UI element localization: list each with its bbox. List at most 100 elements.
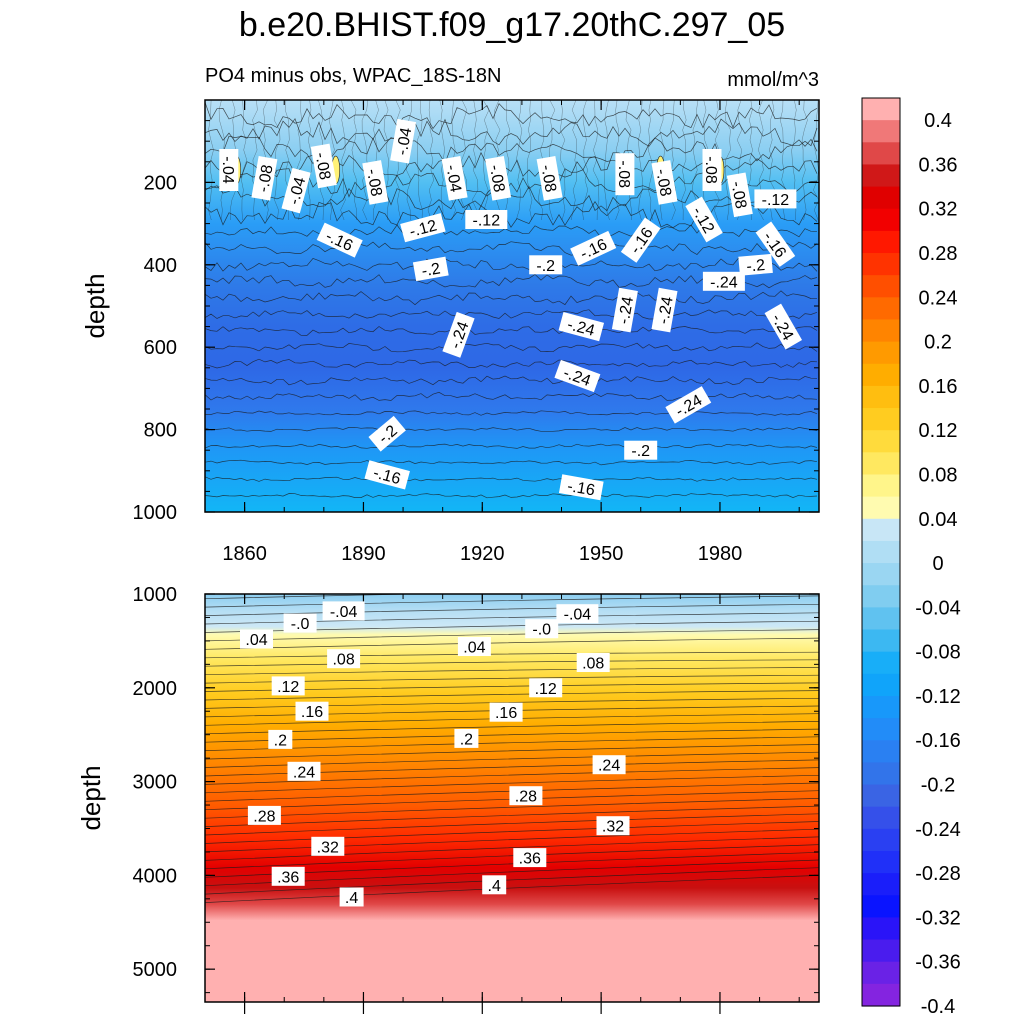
colorbar-box [862,917,900,941]
colorbar-label: -0.12 [915,686,961,708]
colorbar-box [862,784,900,808]
contour-label-box [651,160,678,205]
upper-contour-line [461,100,468,221]
contour-label-text: -.08 [728,180,750,210]
colorbar-label: 0.36 [919,154,958,176]
contour-label-box [554,359,601,393]
colorbar-box [862,695,900,719]
contour-label-text: -.12 [408,217,439,241]
contour-label-text: .4 [488,878,501,895]
upper-contour-line [505,100,511,221]
contour-label-text: -.04 [330,604,358,621]
contour-label-text: .36 [277,869,299,886]
colorbar-box [862,718,900,741]
upper-contour-line [340,100,346,221]
contour-label-box [390,118,417,164]
contour-label-text: -.2 [420,260,441,280]
colorbar-label: 0.4 [924,110,952,132]
upper-contour-line [570,100,578,221]
y-tick-label: 3000 [133,772,178,794]
upper-contour-line [417,100,423,221]
contour-label-box [615,153,635,196]
contour-label-box [271,866,305,886]
contour-label-box [240,629,273,649]
upper-ylabel: depth [80,273,110,338]
contour-label-box [726,172,753,218]
contour-label: -.0 [525,619,559,639]
chart-subtitle: PO4 minus obs, WPAC_18S-18N [205,65,501,87]
y-tick-label: 4000 [133,865,178,887]
upper-contour-line [383,100,390,221]
contour-label-text: .16 [301,704,323,721]
contour-label-text: .04 [245,632,267,649]
contour-label-text: .36 [519,851,541,868]
contour-label-text: -.0 [532,622,551,639]
lower-contour-line [205,667,819,676]
contour-label-box [316,222,363,258]
colorbar-box [862,452,900,476]
contour-label-box [558,311,605,342]
contour-label-text: .28 [515,789,537,806]
contour-label-box [576,653,610,672]
colorbar-box [862,230,900,254]
contour-label-box [283,613,317,633]
colorbar-box [862,895,900,919]
contour-label: -.24 [651,287,678,333]
colorbar-label: 0.08 [919,465,958,487]
contour-label-box [525,619,559,639]
contour-label: -.04 [441,155,468,201]
contour-label-box [611,287,638,333]
contour-label: .04 [457,637,491,657]
contour-label-text: -.04 [564,607,592,624]
contour-label: -.08 [615,153,635,196]
lower-ylabel: depth [76,765,106,830]
x-tick-label: 1950 [579,543,624,565]
colorbar-box [862,607,900,631]
contour-label-box [465,210,508,229]
contour-label-box [268,729,293,749]
contour-label-box [489,702,523,722]
contour-label: .12 [271,676,305,696]
contour-label-box [442,311,475,358]
upper-contour-line [205,410,818,416]
contour-label-box [755,221,796,267]
colorbar-box [862,297,900,321]
colorbar-label: -0.36 [915,952,961,974]
contour-label: -.16 [755,221,796,267]
colorbar-label: 0.28 [919,243,958,265]
contour-label-text: .12 [535,681,557,698]
lower-contour-line [205,836,819,861]
lower-panel: depth 1000 2000 3000 4000 5000 -.04 -.04 -.0 -.… [76,584,820,1014]
colorbar-box [862,540,900,564]
contour-label-box [485,155,512,201]
upper-contour-line [471,100,479,221]
contour-label: -.24 [702,271,745,291]
contour-label: -.08 [702,149,722,191]
contour-label-box [295,701,329,721]
contour-label-box [513,848,547,868]
contour-label: .28 [247,805,281,825]
x-tick-label: 1920 [460,543,505,565]
contour-label-text: -.16 [371,465,402,489]
contour-label-text: -.04 [219,156,236,184]
contour-label-text: -.0 [291,616,310,633]
lower-contour-line [205,774,819,794]
contour-label-box [412,256,449,282]
contour-label-text: -.08 [255,163,277,193]
upper-contour-line [725,100,731,221]
lower-contour-line [205,844,819,870]
contour-label-text: .16 [495,705,517,722]
upper-contour-line [801,100,808,221]
contour-label: .32 [311,836,345,856]
contour-label: -.08 [310,143,337,189]
lower-contour-line [205,595,819,608]
lower-contour-line [205,813,819,836]
y-tick-label: 600 [144,337,177,359]
colorbar-box [862,474,900,498]
lower-contour-line [205,828,819,853]
contour-label-text: .4 [345,890,358,907]
contour-label: -.08 [251,155,278,201]
colorbar-box [862,873,900,896]
contour-label: .36 [513,848,547,868]
contour-label-box [368,415,406,452]
